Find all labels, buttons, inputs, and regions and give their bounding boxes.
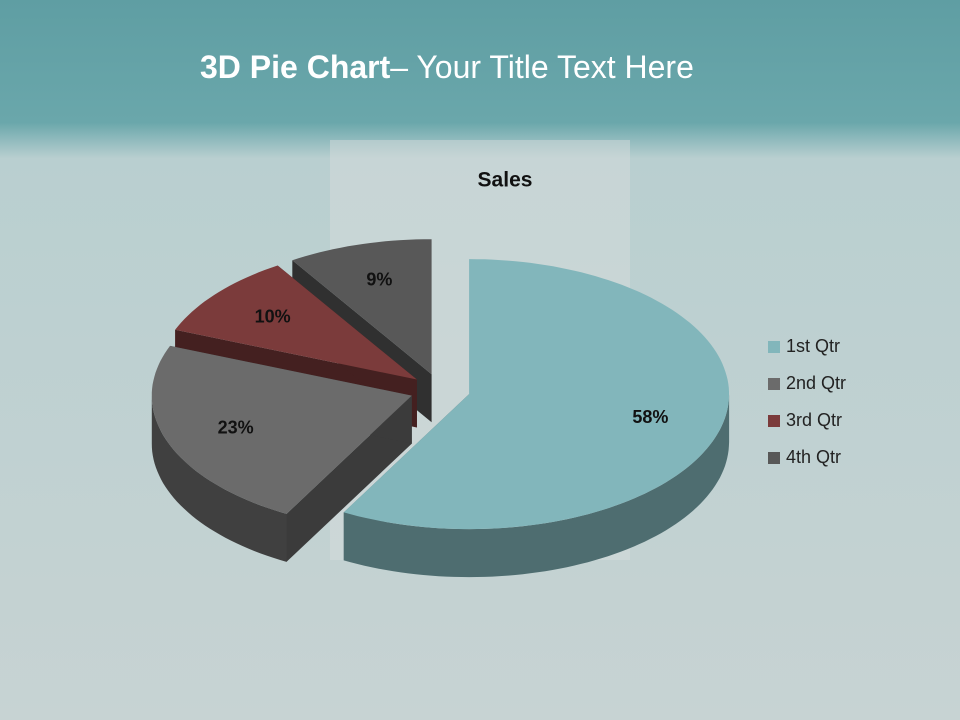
slice — [151, 345, 412, 514]
slide-title: 3D Pie Chart– Your Title Text Here — [200, 49, 694, 85]
legend-swatch — [768, 378, 780, 390]
legend-label: 3rd Qtr — [786, 410, 842, 430]
legend-swatch — [768, 452, 780, 464]
slice-wall — [343, 394, 730, 578]
legend-label: 2nd Qtr — [786, 373, 846, 393]
data-label: 10% — [255, 306, 291, 326]
chart-title: Sales — [478, 169, 533, 192]
slice — [175, 265, 417, 380]
slice-side — [286, 395, 412, 562]
slice — [292, 239, 432, 375]
slice-wall — [151, 395, 287, 562]
legend-label: 4th Qtr — [786, 447, 841, 467]
legend-label: 1st Qtr — [786, 336, 840, 356]
data-label: 58% — [632, 407, 668, 427]
data-label: 23% — [218, 417, 254, 437]
legend-swatch — [768, 415, 780, 427]
data-label: 9% — [366, 270, 392, 290]
slide-title-rest: – Your Title Text Here — [390, 49, 694, 85]
slide-title-bold: 3D Pie Chart — [200, 49, 391, 85]
slice — [343, 259, 729, 530]
legend-swatch — [768, 341, 780, 353]
